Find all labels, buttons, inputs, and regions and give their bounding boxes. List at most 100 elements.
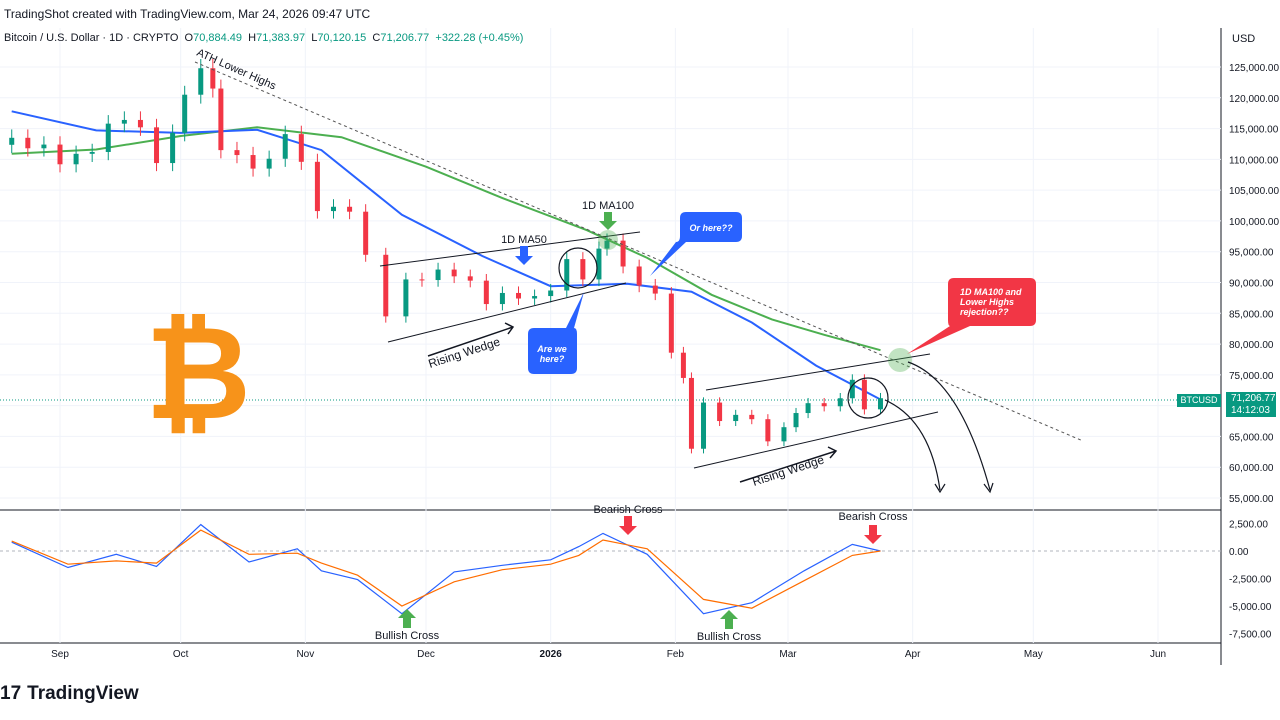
candle-body bbox=[25, 137, 31, 149]
price-tick-label: 60,000.00 bbox=[1229, 463, 1274, 474]
price-tick-label: 80,000.00 bbox=[1229, 340, 1274, 351]
candle-body bbox=[210, 68, 216, 89]
bearish-cross-arrow-icon-2 bbox=[864, 525, 882, 544]
candle-body bbox=[105, 123, 111, 152]
candle-body bbox=[668, 293, 674, 353]
callout-rejection-bubble bbox=[907, 278, 1036, 354]
candle-body bbox=[733, 414, 739, 422]
candle-body bbox=[837, 398, 843, 407]
price-tick-label: 125,000.00 bbox=[1229, 63, 1279, 74]
macd-tick-label: 0.00 bbox=[1229, 547, 1249, 558]
callout-text-line: rejection?? bbox=[960, 307, 1009, 317]
bullish-cross-label-2: Bullish Cross bbox=[697, 631, 762, 643]
time-tick-label: Oct bbox=[173, 649, 189, 660]
candle-body bbox=[877, 398, 883, 410]
candle-body bbox=[861, 379, 867, 410]
price-tick-label: 110,000.00 bbox=[1229, 155, 1279, 166]
last-price-value: 71,206.77 bbox=[1231, 393, 1276, 404]
price-tick-label: 90,000.00 bbox=[1229, 279, 1274, 290]
candle-body bbox=[793, 413, 799, 428]
candle-body bbox=[314, 161, 320, 212]
last-price-tag: 71,206.77 14:12:03 bbox=[1226, 392, 1276, 417]
candle-body bbox=[532, 296, 538, 299]
low-label: L bbox=[311, 32, 318, 44]
rejection-marker bbox=[888, 348, 912, 372]
time-tick-label: Mar bbox=[779, 649, 797, 660]
candle-body bbox=[383, 254, 389, 317]
candle-body bbox=[499, 292, 505, 305]
ma100-touch-marker bbox=[598, 230, 618, 250]
price-tick-label: 55,000.00 bbox=[1229, 494, 1274, 505]
candle-body bbox=[717, 402, 723, 422]
macd-tick-label: -2,500.00 bbox=[1229, 575, 1272, 586]
candle-body bbox=[688, 377, 694, 449]
ath-lower-highs-trendline bbox=[194, 61, 1084, 442]
ma50-arrow-icon bbox=[515, 246, 533, 265]
price-tick-label: 120,000.00 bbox=[1229, 94, 1279, 105]
symbol-name[interactable]: Bitcoin / U.S. Dollar · 1D · CRYPTO bbox=[4, 32, 179, 44]
callout-text-line: Are we bbox=[536, 344, 567, 354]
ma100-label: 1D MA100 bbox=[582, 200, 634, 212]
candle-body bbox=[234, 150, 240, 156]
macd-tick-label: 2,500.00 bbox=[1229, 520, 1268, 531]
created-by-text: TradingShot created with TradingView.com… bbox=[4, 7, 371, 21]
projection-curve-2 bbox=[907, 361, 991, 491]
candle-body bbox=[347, 206, 353, 212]
signal-line bbox=[11, 529, 881, 609]
time-tick-label: Apr bbox=[905, 649, 921, 660]
ma100-series bbox=[11, 126, 881, 352]
chart-header: TradingShot created with TradingView.com… bbox=[0, 0, 1280, 28]
candle-body bbox=[282, 134, 288, 159]
price-axis: 125,000.00 120,000.00 115,000.00 110,000.00… bbox=[1229, 63, 1279, 505]
price-tick-label: 65,000.00 bbox=[1229, 432, 1274, 443]
currency-label[interactable]: USD bbox=[1232, 33, 1256, 45]
macd-series bbox=[11, 523, 881, 615]
time-tick-label: 2026 bbox=[540, 649, 563, 660]
candle-body bbox=[363, 211, 369, 255]
bearish-cross-label-1: Bearish Cross bbox=[593, 504, 663, 516]
candle-body bbox=[451, 269, 457, 277]
high-value: 71,383.97 bbox=[256, 32, 306, 44]
wedge1-circle bbox=[558, 247, 598, 289]
tradingview-logo[interactable]: 17 TradingView bbox=[0, 683, 139, 705]
candles-series bbox=[9, 59, 883, 454]
candle-body bbox=[483, 280, 489, 305]
time-tick-label: Nov bbox=[296, 649, 314, 660]
wedge2-upper-line bbox=[705, 353, 931, 391]
candle-body bbox=[636, 266, 642, 286]
candle-body bbox=[821, 403, 827, 407]
candle-body bbox=[403, 279, 409, 317]
candle-body bbox=[198, 68, 204, 95]
candle-body bbox=[548, 290, 554, 297]
projection-arrowhead-2 bbox=[983, 482, 994, 494]
time-tick-label: Sep bbox=[51, 649, 69, 660]
macd-tick-label: -5,000.00 bbox=[1229, 602, 1272, 613]
low-value: 70,120.15 bbox=[317, 32, 367, 44]
candle-body bbox=[137, 119, 143, 128]
time-tick-label: May bbox=[1024, 649, 1043, 660]
ma50-label: 1D MA50 bbox=[501, 234, 547, 246]
bullish-cross-arrow-icon-1 bbox=[398, 609, 416, 628]
symbol-info-line: Bitcoin / U.S. Dollar · 1D · CRYPTO O70,… bbox=[4, 32, 523, 44]
tradingview-mark-icon: 17 bbox=[0, 683, 22, 704]
macd-line bbox=[11, 523, 881, 615]
price-tick-label: 75,000.00 bbox=[1229, 371, 1274, 382]
price-tick-label: 95,000.00 bbox=[1229, 248, 1274, 259]
price-tick-label: 105,000.00 bbox=[1229, 186, 1279, 197]
candle-body bbox=[298, 134, 304, 162]
callout-text-line: 1D MA100 and bbox=[960, 287, 1022, 297]
candle-body bbox=[182, 94, 188, 133]
wedge1-lower-line bbox=[387, 282, 627, 343]
wedge1-direction-arrow bbox=[427, 322, 515, 357]
bearish-cross-arrow-icon-1 bbox=[619, 516, 637, 535]
candle-body bbox=[680, 352, 686, 378]
candle-body bbox=[652, 285, 658, 294]
grid bbox=[0, 28, 1221, 643]
close-label: C bbox=[372, 32, 381, 44]
candle-body bbox=[467, 276, 473, 281]
callout-are-we-here-bubble bbox=[528, 292, 584, 374]
candle-body bbox=[419, 279, 425, 281]
candle-body bbox=[89, 151, 95, 154]
wedge2-circle bbox=[847, 377, 889, 419]
